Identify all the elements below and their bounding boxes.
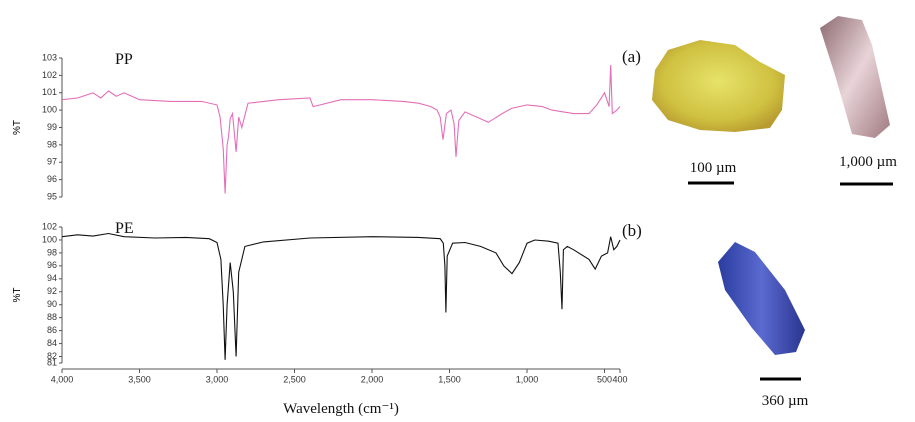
photo-yellow (652, 40, 785, 132)
y-tick-label: 101 (42, 87, 57, 97)
x-tick-label: 500 (597, 374, 612, 384)
y-tick-label: 98 (47, 247, 57, 257)
y-tick-label: 88 (47, 312, 57, 322)
y-tick-label: 94 (47, 273, 57, 283)
scale-label: 100 µm (690, 160, 737, 176)
x-tick-label: 3,500 (128, 374, 151, 384)
y-tick-label: 95 (47, 191, 57, 201)
photo-pink (820, 16, 890, 138)
series-label: PP (115, 51, 133, 68)
scale-label: 360 µm (762, 393, 809, 409)
y-tick-label: 96 (47, 174, 57, 184)
x-tick-label: 400 (612, 374, 627, 384)
y-tick-label: 102 (42, 221, 57, 231)
y-tick-label: 100 (42, 105, 57, 115)
panel-label: (b) (622, 221, 642, 240)
panel-label: (a) (622, 47, 641, 66)
y-axis-label: %T (12, 120, 23, 135)
x-tick-label: 1,000 (516, 374, 539, 384)
x-tick-label: 1,500 (438, 374, 461, 384)
y-tick-label: 96 (47, 260, 57, 270)
scale-label: 1,000 µm (839, 154, 897, 170)
y-tick-label: 102 (42, 70, 57, 80)
y-tick-label: 100 (42, 234, 57, 244)
y-tick-label: 82 (47, 351, 57, 361)
spectrum-line (61, 232, 621, 360)
y-tick-label: 92 (47, 286, 57, 296)
y-tick-label: 97 (47, 157, 57, 167)
spectrum-line (61, 64, 621, 194)
x-tick-label: 2,000 (361, 374, 384, 384)
y-tick-label: 84 (47, 338, 57, 348)
series-label: PE (115, 220, 134, 237)
y-tick-label: 98 (47, 139, 57, 149)
y-axis-label: %T (12, 288, 23, 303)
x-axis-label: Wavelength (cm⁻¹) (283, 401, 399, 417)
x-tick-label: 3,000 (206, 374, 229, 384)
y-tick-label: 90 (47, 299, 57, 309)
photo-blue (718, 242, 805, 355)
y-tick-label: 99 (47, 122, 57, 132)
x-tick-label: 2,500 (283, 374, 306, 384)
y-tick-label: 103 (42, 52, 57, 62)
y-tick-label: 81 (47, 357, 57, 367)
x-tick-label: 4,000 (51, 374, 74, 384)
y-tick-label: 86 (47, 325, 57, 335)
